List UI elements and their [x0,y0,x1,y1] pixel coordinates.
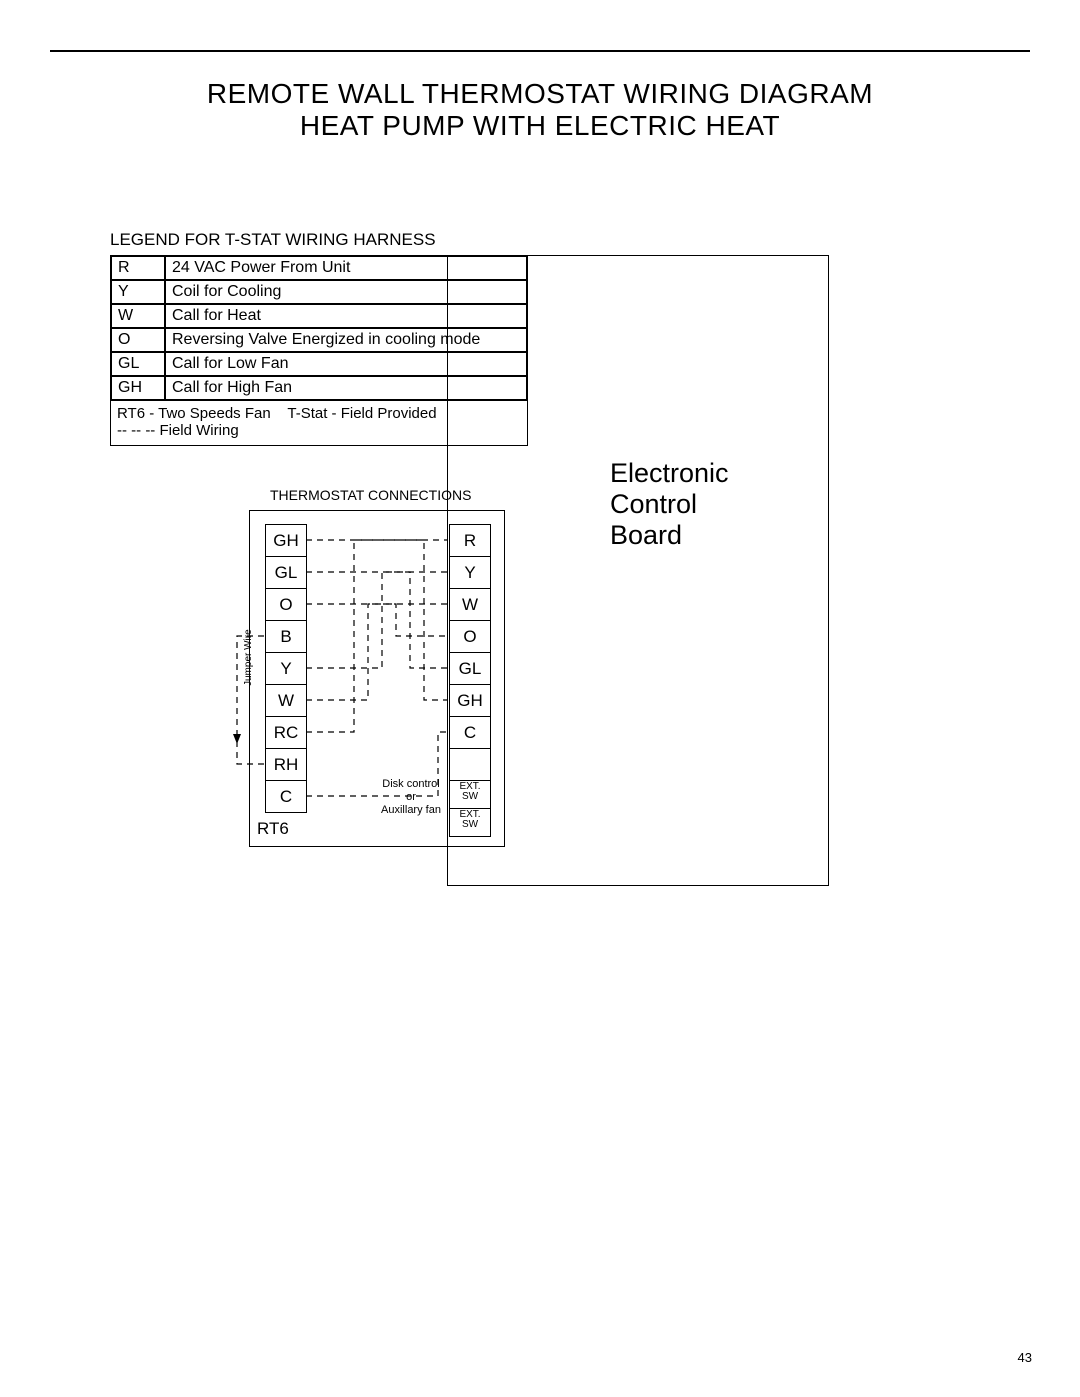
ecb-line2: Control [610,489,697,519]
legend-code: R [111,256,165,280]
title-line2: HEAT PUMP WITH ELECTRIC HEAT [300,110,780,141]
ecb-line1: Electronic [610,458,729,488]
wire [306,572,448,668]
legend-code: O [111,328,165,352]
ecb-line3: Board [610,520,682,550]
top-rule [50,50,1030,52]
title-line1: REMOTE WALL THERMOSTAT WIRING DIAGRAM [207,78,873,109]
page-number: 43 [1018,1350,1032,1365]
page-title: REMOTE WALL THERMOSTAT WIRING DIAGRAM HE… [0,78,1080,142]
legend-heading: LEGEND FOR T-STAT WIRING HARNESS [110,230,436,250]
wire [306,732,448,796]
wiring-svg [217,505,494,850]
thermostat-heading: THERMOSTAT CONNECTIONS [270,487,471,503]
jumper-wire [237,636,264,764]
legend-code: Y [111,280,165,304]
wire [306,540,448,700]
wire [306,604,448,700]
legend-code: GL [111,352,165,376]
ecb-box [447,255,829,886]
legend-code: GH [111,376,165,400]
wire [306,540,448,732]
wire [306,604,448,636]
jumper-arrow [233,734,241,744]
wire [306,572,448,668]
ecb-title: Electronic Control Board [610,458,729,551]
legend-code: W [111,304,165,328]
